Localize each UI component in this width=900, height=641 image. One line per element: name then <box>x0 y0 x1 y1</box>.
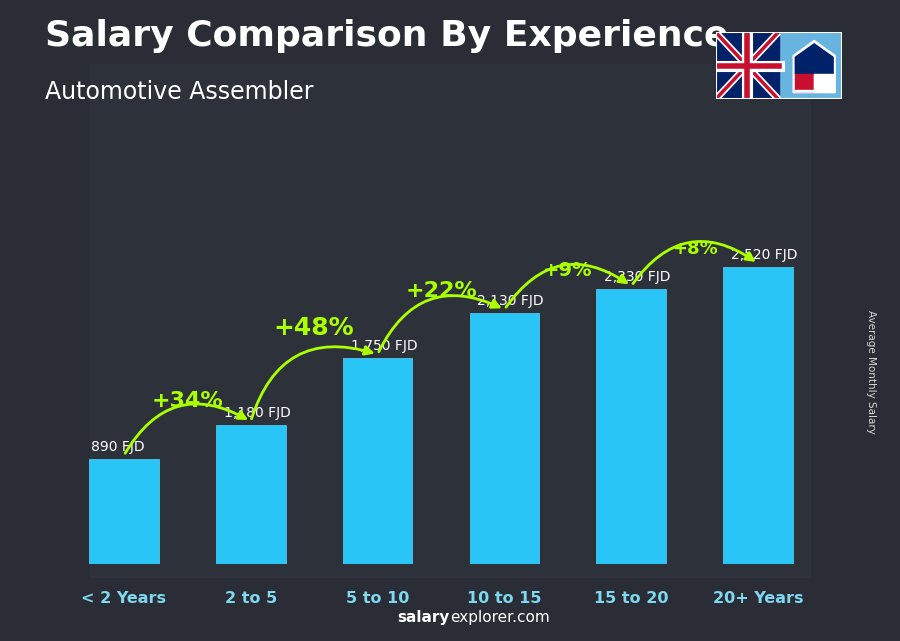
Text: 2,130 FJD: 2,130 FJD <box>478 294 544 308</box>
Text: 15 to 20: 15 to 20 <box>594 591 669 606</box>
Text: +22%: +22% <box>405 281 477 301</box>
Text: 2 to 5: 2 to 5 <box>224 591 277 606</box>
Text: 10 to 15: 10 to 15 <box>467 591 542 606</box>
Text: salary: salary <box>398 610 450 625</box>
Bar <box>796 90 833 91</box>
Text: 2,520 FJD: 2,520 FJD <box>732 248 797 262</box>
Text: +34%: +34% <box>151 392 223 412</box>
Bar <box>216 425 285 564</box>
Bar <box>89 459 158 564</box>
Bar <box>716 32 778 99</box>
Bar <box>597 290 666 564</box>
Bar <box>814 74 833 91</box>
Bar <box>796 74 814 91</box>
Text: Salary Comparison By Experience: Salary Comparison By Experience <box>45 19 728 53</box>
Text: +8%: +8% <box>672 240 717 258</box>
Bar <box>724 267 793 564</box>
Text: Automotive Assembler: Automotive Assembler <box>45 80 313 104</box>
Bar <box>470 313 539 564</box>
Text: 1,180 FJD: 1,180 FJD <box>223 406 291 420</box>
Bar <box>343 358 412 564</box>
Polygon shape <box>793 40 835 92</box>
Text: 890 FJD: 890 FJD <box>91 440 144 454</box>
Text: < 2 Years: < 2 Years <box>81 591 166 606</box>
Text: 20+ Years: 20+ Years <box>713 591 804 606</box>
Text: +48%: +48% <box>274 317 355 340</box>
Bar <box>90 64 810 577</box>
Text: +9%: +9% <box>543 261 592 280</box>
Text: Average Monthly Salary: Average Monthly Salary <box>866 310 877 434</box>
Text: 5 to 10: 5 to 10 <box>346 591 410 606</box>
Text: 2,330 FJD: 2,330 FJD <box>605 270 670 284</box>
Text: 1,750 FJD: 1,750 FJD <box>351 338 418 353</box>
Polygon shape <box>796 44 833 74</box>
Text: explorer.com: explorer.com <box>450 610 550 625</box>
